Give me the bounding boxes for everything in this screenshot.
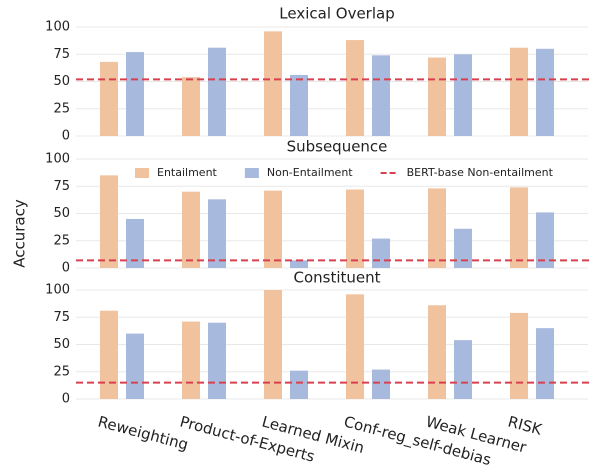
bar [510,187,528,268]
y-tick-label: 50 [53,337,70,352]
bar [208,199,226,268]
y-tick-label: 25 [53,101,70,116]
bar [208,47,226,136]
bar [290,260,308,268]
y-tick-label: 75 [53,47,70,62]
legend-label: BERT-base Non-entailment [407,166,554,179]
bar [182,191,200,268]
bar [290,74,308,136]
bar [510,47,528,136]
bar [208,322,226,399]
y-tick-label: 0 [62,129,70,144]
bar [454,54,472,136]
bar [126,218,144,268]
y-tick-label: 100 [45,283,70,298]
bar [100,61,118,136]
legend-label: Entailment [157,166,218,179]
bar [372,369,390,399]
bar [428,188,446,268]
bar [100,175,118,268]
bar [264,290,282,399]
bar [182,321,200,399]
bar [536,48,554,136]
bar [428,305,446,399]
chart-title: Subsequence [287,138,388,156]
y-tick-label: 100 [45,20,70,35]
y-tick-label: 100 [45,152,70,167]
bar [346,189,364,268]
bar [454,228,472,268]
y-axis-label: Accuracy [11,199,29,268]
bar [510,312,528,399]
y-tick-label: 50 [53,206,70,221]
legend-swatch [244,168,259,178]
bar [100,310,118,399]
bar [126,52,144,136]
x-tick-label: Reweighting [96,412,190,453]
bar [182,77,200,136]
chart-title: Lexical Overlap [279,5,394,23]
y-tick-label: 0 [62,261,70,276]
legend-swatch [135,168,149,178]
bar [536,328,554,399]
bar [372,238,390,268]
bar [346,294,364,399]
y-tick-label: 75 [53,179,70,194]
y-tick-label: 0 [62,392,70,407]
legend-label: Non-Entailment [267,166,353,179]
bar [536,212,554,268]
y-tick-label: 25 [53,364,70,379]
chart-title: Constituent [293,269,380,287]
bar [290,370,308,399]
y-tick-label: 25 [53,233,70,248]
bar [264,31,282,136]
y-tick-label: 75 [53,310,70,325]
bar [454,340,472,399]
bar [346,40,364,136]
bar [372,55,390,137]
bar [264,190,282,268]
bar [126,333,144,399]
bar [428,57,446,136]
y-tick-label: 50 [53,74,70,89]
